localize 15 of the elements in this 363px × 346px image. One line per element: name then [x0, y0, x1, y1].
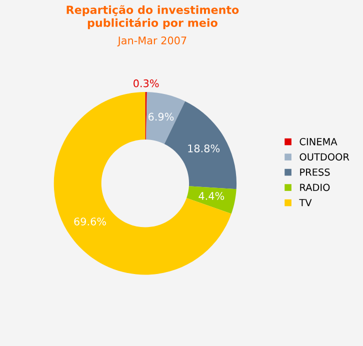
legend-label: CINEMA: [300, 138, 338, 146]
chart-title: Repartição do investimento publicitário por meio: [66, 5, 239, 30]
legend-label: PRESS: [300, 168, 330, 176]
legend-label: TV: [299, 199, 312, 206]
data-label: 6.9%: [148, 112, 174, 121]
donut-slice: [54, 92, 232, 275]
data-label: 0.3%: [134, 79, 159, 88]
legend-label: OUTDOOR: [300, 153, 350, 161]
donut-slice: [186, 186, 236, 214]
data-label: 69.6%: [74, 218, 106, 226]
data-label: 18.8%: [188, 144, 220, 152]
chart-subtitle: Jan-Mar 2007: [117, 36, 186, 46]
legend-label: RADIO: [300, 184, 330, 192]
data-label: 4.4%: [198, 192, 224, 200]
donut-slice: [146, 92, 186, 144]
